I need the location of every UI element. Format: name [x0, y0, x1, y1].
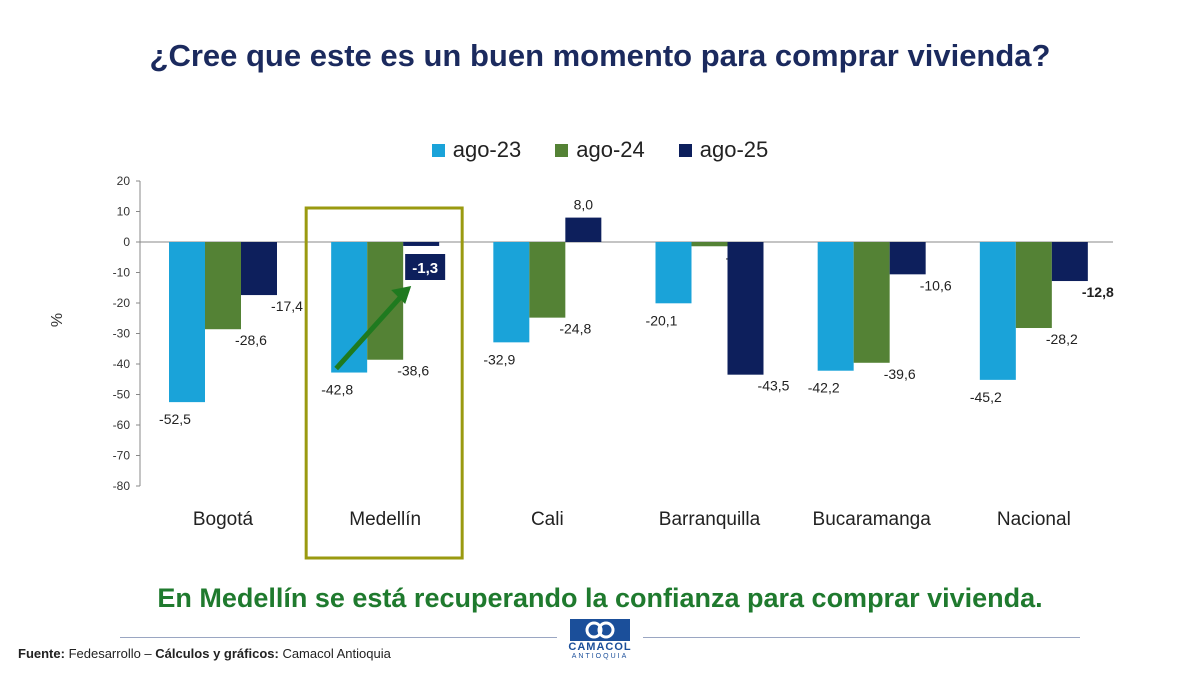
legend-item-ago-24: ago-24	[555, 137, 645, 163]
bar-ago-25-4	[889, 242, 926, 275]
logo-sub: ANTIOQUIA	[571, 653, 629, 660]
bar-value-label: 8,0	[574, 197, 594, 213]
bar-value-label: -28,6	[235, 332, 267, 348]
bar-ago-24-5	[1015, 242, 1052, 329]
bar-value-label: -45,2	[970, 389, 1002, 405]
legend-swatch-ago-24	[555, 143, 569, 157]
bar-ago-24-2	[529, 242, 566, 318]
key-message: En Medellín se está recuperando la confi…	[157, 583, 1043, 613]
camacol-logo: CAMACOL ANTIOQUIA	[557, 619, 643, 667]
y-tick-label: -60	[113, 418, 131, 432]
bar-value-label: -24,8	[559, 321, 591, 337]
source-fuente-label: Fuente:	[18, 646, 65, 661]
y-tick-label: -80	[113, 479, 131, 493]
source-calculos-value: Camacol Antioquia	[278, 646, 391, 661]
chart-title: ¿Cree que este es un buen momento para c…	[149, 38, 1051, 73]
bar-value-label: -1,3	[412, 260, 438, 277]
bar-ago-23-3	[655, 242, 692, 304]
x-category-label: Nacional	[997, 509, 1071, 530]
y-axis-label: %	[49, 313, 66, 327]
bar-value-label: -12,8	[1082, 284, 1114, 300]
legend-item-ago-25: ago-25	[678, 137, 769, 163]
bar-ago-23-2	[493, 242, 530, 343]
legend: ago-23 ago-24 ago-25	[0, 137, 1200, 163]
legend-swatch-ago-25	[678, 143, 692, 157]
bar-value-label: -52,5	[159, 411, 191, 427]
source-fuente-value: Fedesarrollo –	[64, 646, 156, 661]
bar-value-label: -42,2	[808, 380, 840, 396]
bar-ago-24-4	[853, 242, 890, 363]
legend-label-ago-24: ago-24	[576, 137, 645, 162]
legend-swatch-ago-23	[431, 143, 445, 157]
y-tick-label: 0	[123, 235, 130, 249]
source-calculos-label: Cálculos y gráficos:	[155, 646, 279, 661]
legend-label-ago-25: ago-25	[699, 137, 769, 162]
y-tick-label: -10	[113, 266, 131, 280]
bar-ago-25-2	[565, 217, 602, 242]
bar-value-label: -43,5	[758, 378, 790, 394]
logo-name: CAMACOL	[568, 641, 632, 653]
bar-ago-23-0	[169, 242, 205, 403]
bar-ago-25-3	[727, 242, 764, 375]
y-tick-label: -30	[113, 327, 131, 341]
source-note: Fuente: Fedesarrollo – Cálculos y gráfic…	[18, 646, 391, 661]
x-category-label: Barranquilla	[659, 509, 761, 530]
x-category-label: Bucaramanga	[813, 509, 932, 530]
y-tick-label: -20	[113, 296, 131, 310]
camacol-logo-mark-icon	[570, 619, 630, 641]
bar-ago-25-5	[1051, 242, 1088, 282]
bar-value-label: -17,4	[271, 298, 303, 314]
bar-value-label: -32,9	[483, 351, 515, 367]
recovery-arrow-shaft	[334, 290, 408, 371]
bar-value-label: -10,6	[920, 277, 952, 293]
bar-ago-24-0	[205, 242, 241, 330]
y-tick-label: -40	[113, 357, 131, 371]
bar-ago-23-5	[979, 242, 1016, 380]
bar-value-label: -28,2	[1046, 331, 1078, 347]
y-tick-label: -70	[113, 449, 131, 463]
y-tick-label: 20	[117, 174, 131, 188]
bar-value-label: -20,1	[646, 312, 678, 328]
bar-value-label: -38,6	[397, 363, 429, 379]
legend-label-ago-23: ago-23	[452, 137, 522, 162]
bar-ago-25-1	[403, 242, 440, 246]
recovery-arrow-head-icon	[391, 286, 412, 304]
highlight-value-box	[405, 254, 446, 280]
bar-value-label: -42,8	[321, 382, 353, 398]
y-tick-label: 10	[117, 205, 131, 219]
highlight-frame	[304, 206, 464, 560]
x-category-label: Medellín	[349, 509, 421, 530]
x-category-label: Bogotá	[193, 509, 254, 530]
bar-ago-24-3	[691, 242, 728, 247]
y-tick-label: -50	[113, 388, 131, 402]
bar-ago-23-4	[817, 242, 854, 371]
legend-item-ago-23: ago-23	[431, 137, 522, 163]
x-category-label: Cali	[531, 509, 564, 530]
bar-value-label: -39,6	[884, 366, 916, 382]
bar-ago-25-0	[241, 242, 277, 296]
